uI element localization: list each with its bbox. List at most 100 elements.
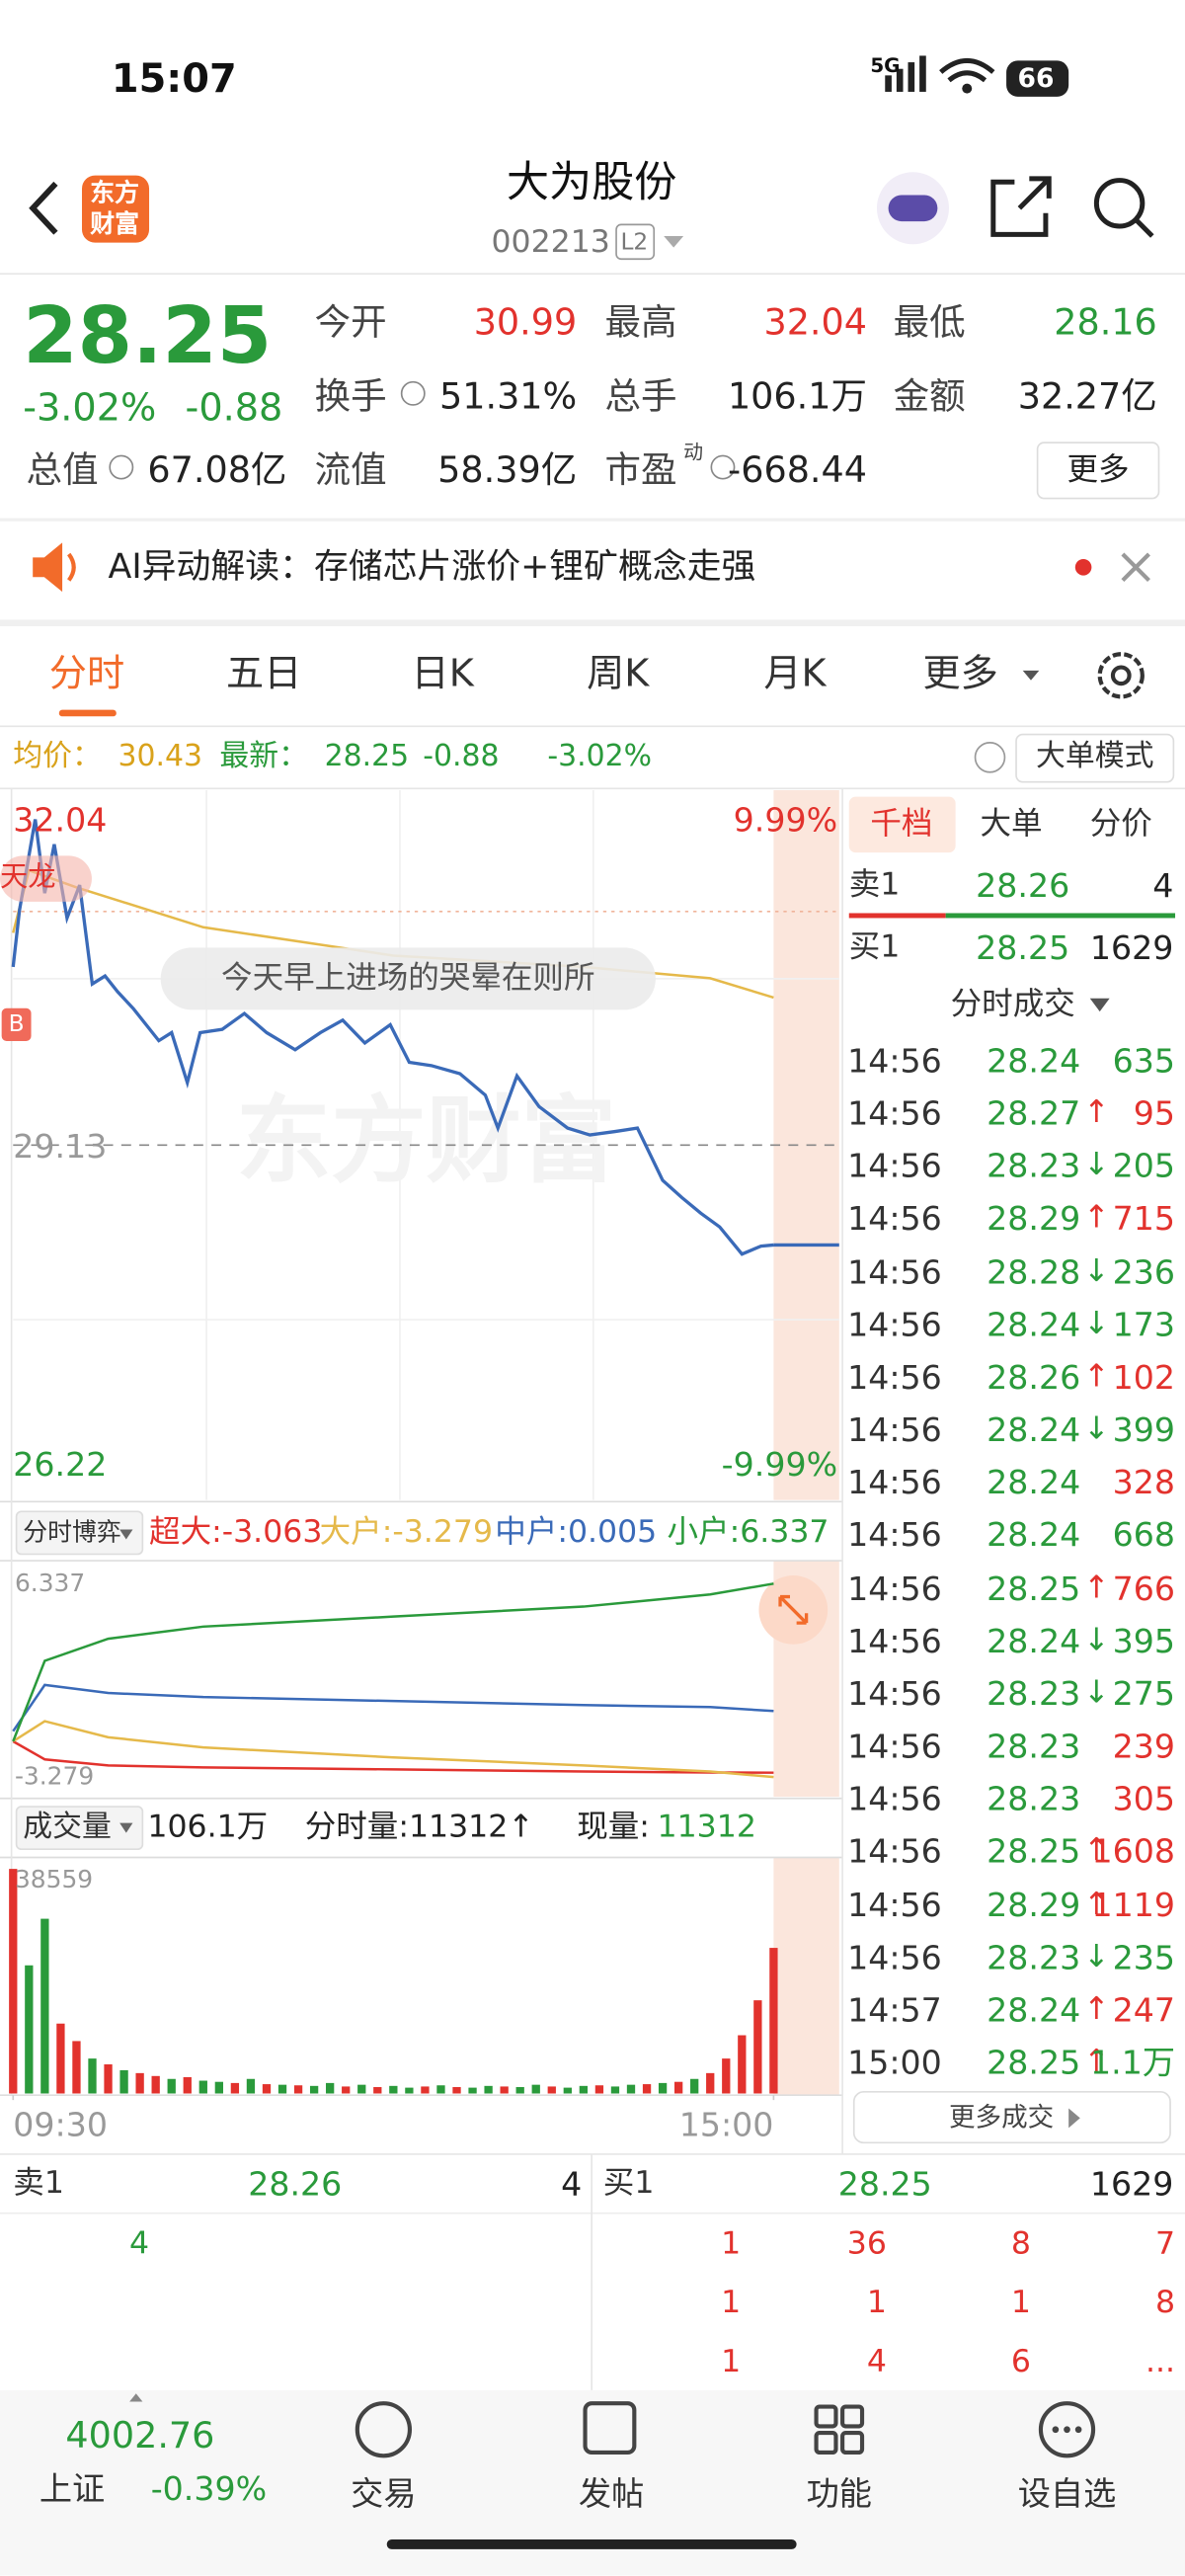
more-trades-button[interactable] xyxy=(852,2091,1171,2144)
index-value[interactable]: 4002.76 xyxy=(65,2416,215,2457)
trade-volume: 236 xyxy=(1112,1251,1176,1292)
signal-icon xyxy=(885,75,892,92)
panel-tab[interactable]: 千档 xyxy=(870,805,933,843)
volume-bar xyxy=(56,2023,65,2094)
trade-volume: 635 xyxy=(1112,1040,1176,1081)
trade-time: 14:56 xyxy=(847,1357,942,1398)
field-label: 金额 xyxy=(893,376,966,419)
volume-bar xyxy=(373,2087,382,2094)
field-label: 流值 xyxy=(314,450,387,492)
volume-bar xyxy=(167,2078,176,2094)
chart-tab[interactable]: 更多 xyxy=(922,653,998,696)
panel-tab[interactable]: 分价 xyxy=(1089,805,1152,843)
ask-price: 28.26 xyxy=(248,2163,343,2204)
y2-tick-label: 9.99% xyxy=(733,799,838,840)
trade-time: 14:56 xyxy=(847,1199,942,1239)
more-button[interactable] xyxy=(1036,442,1160,500)
nav-item[interactable]: 设自选 xyxy=(1017,2473,1117,2514)
big-order-mode[interactable]: 大单模式 xyxy=(1035,739,1154,774)
nav-item[interactable]: 交易 xyxy=(351,2473,417,2514)
volume-bar xyxy=(547,2086,556,2094)
info-icon[interactable] xyxy=(109,454,134,480)
ask-label: 卖1 xyxy=(13,2164,64,2202)
status-time: 15:07 xyxy=(111,55,237,102)
more-button[interactable]: 更多 xyxy=(1066,451,1130,488)
avg-label: 均价： xyxy=(13,739,102,774)
field-value: 106.1万 xyxy=(727,376,868,419)
trade-volume: 239 xyxy=(1112,1726,1176,1766)
trade-price: 28.24 xyxy=(987,1462,1081,1502)
bid-queue-order: ... xyxy=(1145,2343,1176,2380)
field-value: 32.04 xyxy=(763,303,868,345)
volume-bar xyxy=(531,2084,540,2094)
trade-volume: 102 xyxy=(1112,1357,1176,1398)
volume-selector[interactable] xyxy=(15,1806,144,1851)
separator xyxy=(0,619,1185,627)
function-icon[interactable] xyxy=(814,2404,838,2429)
volume-title[interactable]: 成交量 xyxy=(23,1810,112,1845)
dropdown-icon[interactable] xyxy=(664,236,684,248)
flow-selector[interactable] xyxy=(15,1510,144,1556)
field-label: 最低 xyxy=(893,303,966,345)
volume-bar xyxy=(515,2087,524,2094)
bid-queue-order: 7 xyxy=(1154,2225,1176,2262)
trade-price: 28.24 xyxy=(987,1621,1081,1660)
change: -0.88 xyxy=(185,387,283,431)
trade-icon[interactable] xyxy=(355,2401,413,2458)
watchlist-icon[interactable] xyxy=(1038,2401,1096,2458)
volume-bar xyxy=(25,1965,34,2094)
chart-tab[interactable]: 日K xyxy=(411,653,474,696)
ask-label: 卖1 xyxy=(848,866,901,903)
volume-bar xyxy=(421,2086,430,2094)
dropdown-icon xyxy=(119,1822,133,1833)
flow-title[interactable]: 分时博弈 xyxy=(23,1517,121,1547)
search-icon[interactable] xyxy=(1093,178,1146,229)
nav-item[interactable]: 发帖 xyxy=(578,2473,645,2514)
volume-bar xyxy=(198,2080,207,2094)
info-icon[interactable] xyxy=(400,380,426,406)
unread-dot xyxy=(1074,558,1092,576)
field-label: 今开 xyxy=(314,303,387,345)
field-label: 最高 xyxy=(604,303,677,345)
field-label: 换手 xyxy=(314,376,387,419)
speaker-icon xyxy=(33,542,63,593)
home-indicator xyxy=(386,2538,797,2549)
field-value: 30.99 xyxy=(473,303,578,345)
y-tick-label: 32.04 xyxy=(13,799,108,840)
post-icon[interactable] xyxy=(583,2401,637,2455)
trade-direction: ↓ xyxy=(1083,1938,1110,1974)
watchlist-icon xyxy=(1064,2426,1070,2434)
field-value: 28.16 xyxy=(1054,303,1157,345)
wifi-icon xyxy=(962,83,973,94)
chart-tab[interactable]: 月K xyxy=(763,653,827,696)
chart-tab[interactable]: 分时 xyxy=(48,653,125,696)
volume-bar xyxy=(135,2072,144,2094)
big-order-mode-button[interactable] xyxy=(1015,733,1175,783)
total-volume: 106.1万 xyxy=(147,1809,269,1846)
volume-bar xyxy=(753,2000,762,2094)
field-value: 32.27亿 xyxy=(1017,376,1157,419)
nav-item[interactable]: 功能 xyxy=(806,2473,872,2514)
chart-tab[interactable]: 五日 xyxy=(226,653,302,696)
close-icon[interactable] xyxy=(1121,552,1150,583)
back-icon[interactable] xyxy=(29,181,58,235)
ai-insight[interactable]: AI异动解读：存储芯片涨价+锂矿概念走强 xyxy=(108,546,756,587)
chart-tab[interactable]: 周K xyxy=(587,653,650,696)
more-trades[interactable]: 更多成交 xyxy=(948,2101,1055,2133)
trade-volume: 1119 xyxy=(1091,1884,1176,1924)
share-icon[interactable] xyxy=(990,176,1052,237)
panel-tab[interactable]: 大单 xyxy=(980,805,1043,843)
trades-title[interactable]: 分时成交 xyxy=(950,986,1075,1022)
settings-icon[interactable] xyxy=(1097,652,1145,699)
buy-marker: B xyxy=(8,1011,25,1038)
expand-icon[interactable] xyxy=(129,2393,143,2402)
field-label: 总值 xyxy=(26,450,99,492)
trade-volume: 1.1万 xyxy=(1090,2043,1176,2082)
volume-bar xyxy=(389,2085,398,2094)
trade-direction: ↓ xyxy=(1083,1410,1110,1447)
legend-label: 小户:6.337 xyxy=(667,1513,830,1551)
trade-direction: ↑ xyxy=(1083,1832,1110,1869)
info-icon[interactable] xyxy=(710,454,736,480)
help-icon[interactable] xyxy=(974,742,1006,773)
